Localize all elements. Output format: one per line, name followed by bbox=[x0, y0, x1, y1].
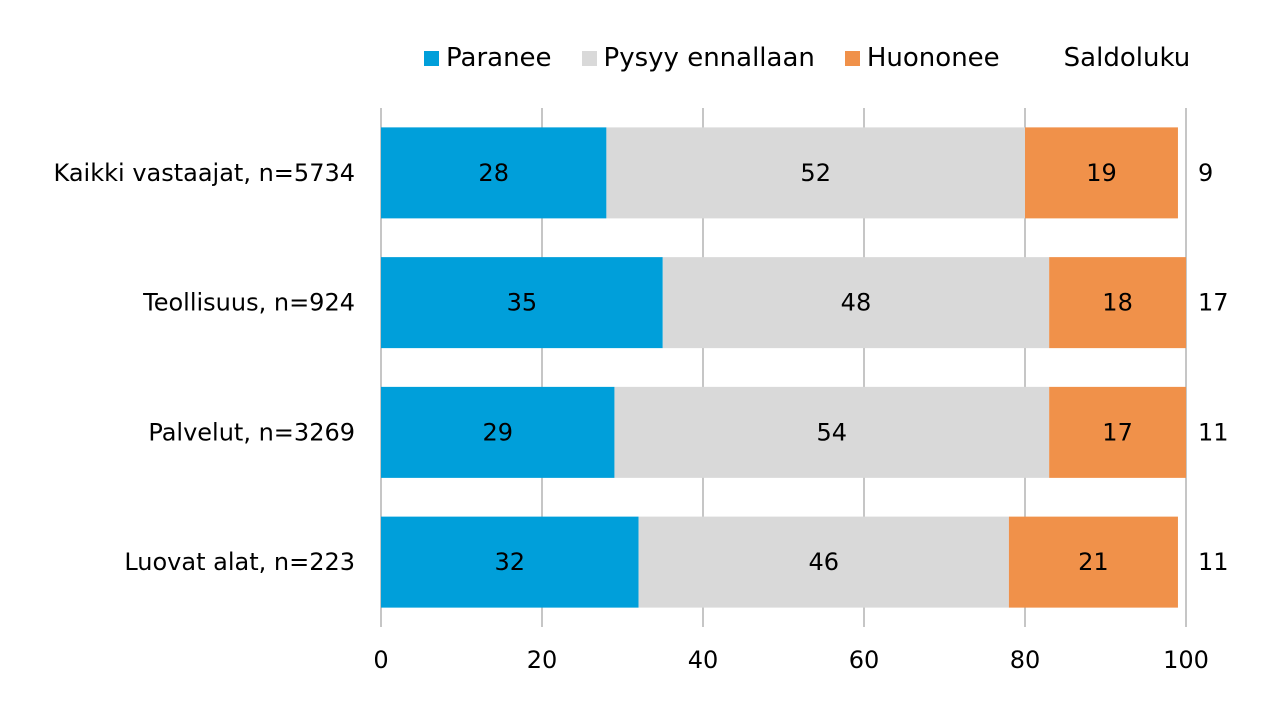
bar-segment bbox=[381, 257, 663, 349]
bar-segment bbox=[614, 386, 1050, 478]
x-tick-label: 80 bbox=[1010, 646, 1041, 674]
bar-segment bbox=[1008, 516, 1178, 608]
x-tick-label: 0 bbox=[373, 646, 388, 674]
saldo-value: 9 bbox=[1198, 159, 1213, 187]
category-label: Kaikki vastaajat, n=5734 bbox=[54, 159, 355, 187]
legend-swatch-pysyy-ennallaan bbox=[581, 50, 597, 66]
legend-label-huononee: Huononee bbox=[866, 43, 1000, 73]
x-tick-label: 40 bbox=[688, 646, 719, 674]
legend-item-huononee: Huononee bbox=[844, 43, 1000, 73]
x-tick-label: 100 bbox=[1163, 646, 1209, 674]
data-label: 19 bbox=[1086, 159, 1117, 187]
x-tick-label: 60 bbox=[849, 646, 880, 674]
legend: Paranee Pysyy ennallaan Huononee Saldolu… bbox=[424, 40, 1190, 76]
data-label: 48 bbox=[841, 289, 872, 317]
bar-segment bbox=[1049, 257, 1186, 349]
legend-item-pysyy-ennallaan: Pysyy ennallaan bbox=[581, 43, 815, 73]
bar-segment bbox=[381, 516, 639, 608]
saldo-value: 11 bbox=[1198, 548, 1229, 576]
bar-segment bbox=[606, 127, 1025, 219]
data-label: 18 bbox=[1102, 289, 1133, 317]
category-label: Teollisuus, n=924 bbox=[142, 289, 355, 317]
legend-swatch-paranee bbox=[424, 50, 439, 66]
saldo-value: 17 bbox=[1198, 289, 1229, 317]
bar-segment bbox=[662, 257, 1050, 349]
bar-segment bbox=[381, 386, 615, 478]
data-label: 46 bbox=[808, 548, 839, 576]
data-label: 17 bbox=[1102, 418, 1133, 446]
data-label: 54 bbox=[817, 418, 848, 446]
data-label: 52 bbox=[800, 159, 831, 187]
x-tick-label: 20 bbox=[527, 646, 558, 674]
bar-segment bbox=[1025, 127, 1178, 219]
legend-label-paranee: Paranee bbox=[446, 43, 552, 73]
legend-label-saldoluku: Saldoluku bbox=[1063, 43, 1191, 73]
legend-swatch-huononee bbox=[844, 50, 860, 66]
saldo-value: 11 bbox=[1198, 418, 1229, 446]
bar-segment bbox=[638, 516, 1009, 608]
data-label: 28 bbox=[478, 159, 509, 187]
data-label: 35 bbox=[507, 289, 538, 317]
data-label: 29 bbox=[482, 418, 513, 446]
data-label: 21 bbox=[1078, 548, 1109, 576]
category-label: Luovat alat, n=223 bbox=[124, 548, 355, 576]
bar-segment bbox=[1049, 386, 1186, 478]
bar-segment bbox=[381, 127, 607, 219]
legend-item-paranee: Paranee bbox=[424, 43, 552, 73]
category-label: Palvelut, n=3269 bbox=[148, 418, 355, 446]
legend-label-pysyy-ennallaan: Pysyy ennallaan bbox=[603, 43, 815, 73]
data-label: 32 bbox=[495, 548, 526, 576]
